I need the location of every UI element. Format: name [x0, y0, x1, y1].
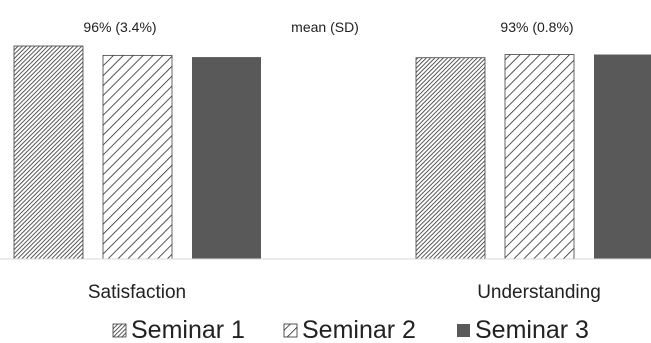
- legend: Seminar 1 Seminar 2 Seminar 3: [113, 316, 589, 343]
- annotation-mean-sd: mean (SD): [291, 19, 359, 35]
- bar-understanding-seminar-1: [416, 58, 485, 259]
- bar-understanding-seminar-2: [505, 55, 574, 259]
- legend-swatch-seminar-3: [457, 324, 470, 337]
- bar-satisfaction-seminar-3: [192, 57, 261, 259]
- legend-swatch-seminar-1: [113, 324, 126, 337]
- category-label-satisfaction: Satisfaction: [88, 282, 186, 303]
- annotation-satisfaction: 96% (3.4%): [83, 19, 156, 35]
- category-label-understanding: Understanding: [477, 282, 601, 303]
- bars-group: [14, 46, 651, 259]
- bar-satisfaction-seminar-2: [103, 55, 172, 259]
- legend-label-seminar-3: Seminar 3: [475, 316, 589, 343]
- bar-satisfaction-seminar-1: [14, 46, 83, 259]
- bar-understanding-seminar-3: [594, 55, 651, 259]
- annotation-understanding: 93% (0.8%): [500, 19, 573, 35]
- legend-label-seminar-2: Seminar 2: [302, 316, 416, 343]
- legend-swatch-seminar-2: [284, 324, 297, 337]
- legend-label-seminar-1: Seminar 1: [131, 316, 245, 343]
